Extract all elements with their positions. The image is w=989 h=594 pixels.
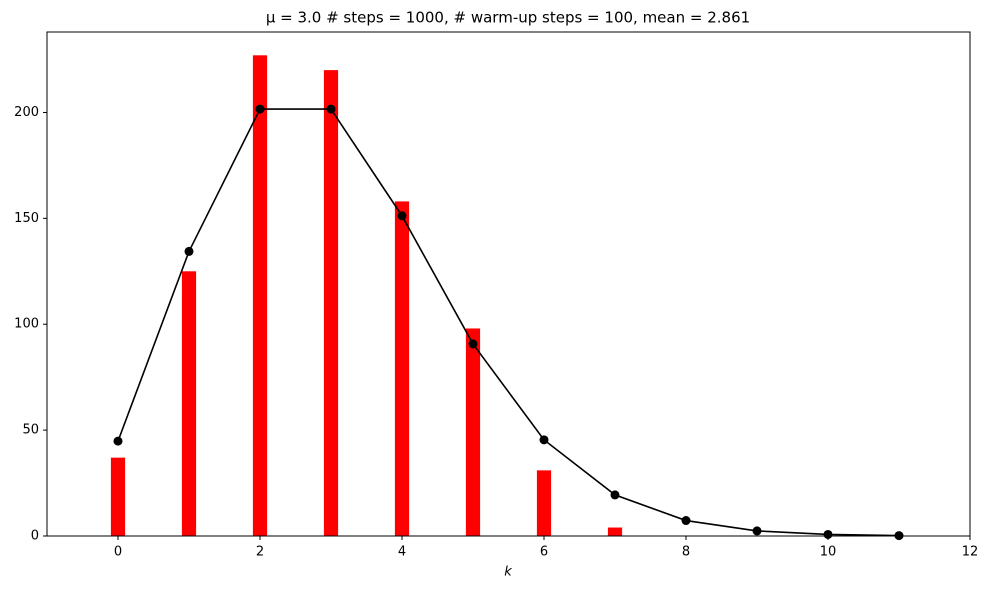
y-tick-label: 100	[14, 317, 39, 332]
point	[326, 104, 336, 114]
bar	[252, 55, 268, 536]
plot-frame	[46, 31, 971, 537]
point	[113, 436, 123, 446]
bar	[394, 201, 410, 537]
bar	[465, 328, 481, 536]
x-tick-label: 12	[962, 545, 979, 560]
x-axis-label: k	[504, 565, 512, 580]
y-tick-label: 200	[14, 105, 39, 120]
x-tick-label: 4	[398, 545, 406, 560]
chart-title: μ = 3.0 # steps = 1000, # warm-up steps …	[266, 9, 750, 27]
point	[681, 516, 691, 526]
point	[610, 490, 620, 500]
point	[468, 339, 478, 349]
x-tick-label: 6	[540, 545, 548, 560]
point	[397, 211, 407, 221]
bar	[607, 527, 623, 536]
line	[117, 108, 900, 537]
point	[752, 526, 762, 536]
bar	[110, 457, 126, 536]
point	[823, 529, 833, 539]
x-tick-label: 8	[682, 545, 690, 560]
bar	[323, 70, 339, 536]
x-tick-label: 0	[114, 545, 122, 560]
bar	[536, 470, 552, 536]
point	[539, 435, 549, 445]
x-tick-label: 10	[820, 545, 837, 560]
bar	[181, 271, 197, 536]
y-tick-label: 50	[22, 423, 39, 438]
y-tick-label: 150	[14, 211, 39, 226]
point	[184, 246, 194, 256]
y-tick-label: 0	[31, 529, 39, 544]
point	[255, 104, 265, 114]
x-tick-label: 2	[256, 545, 264, 560]
